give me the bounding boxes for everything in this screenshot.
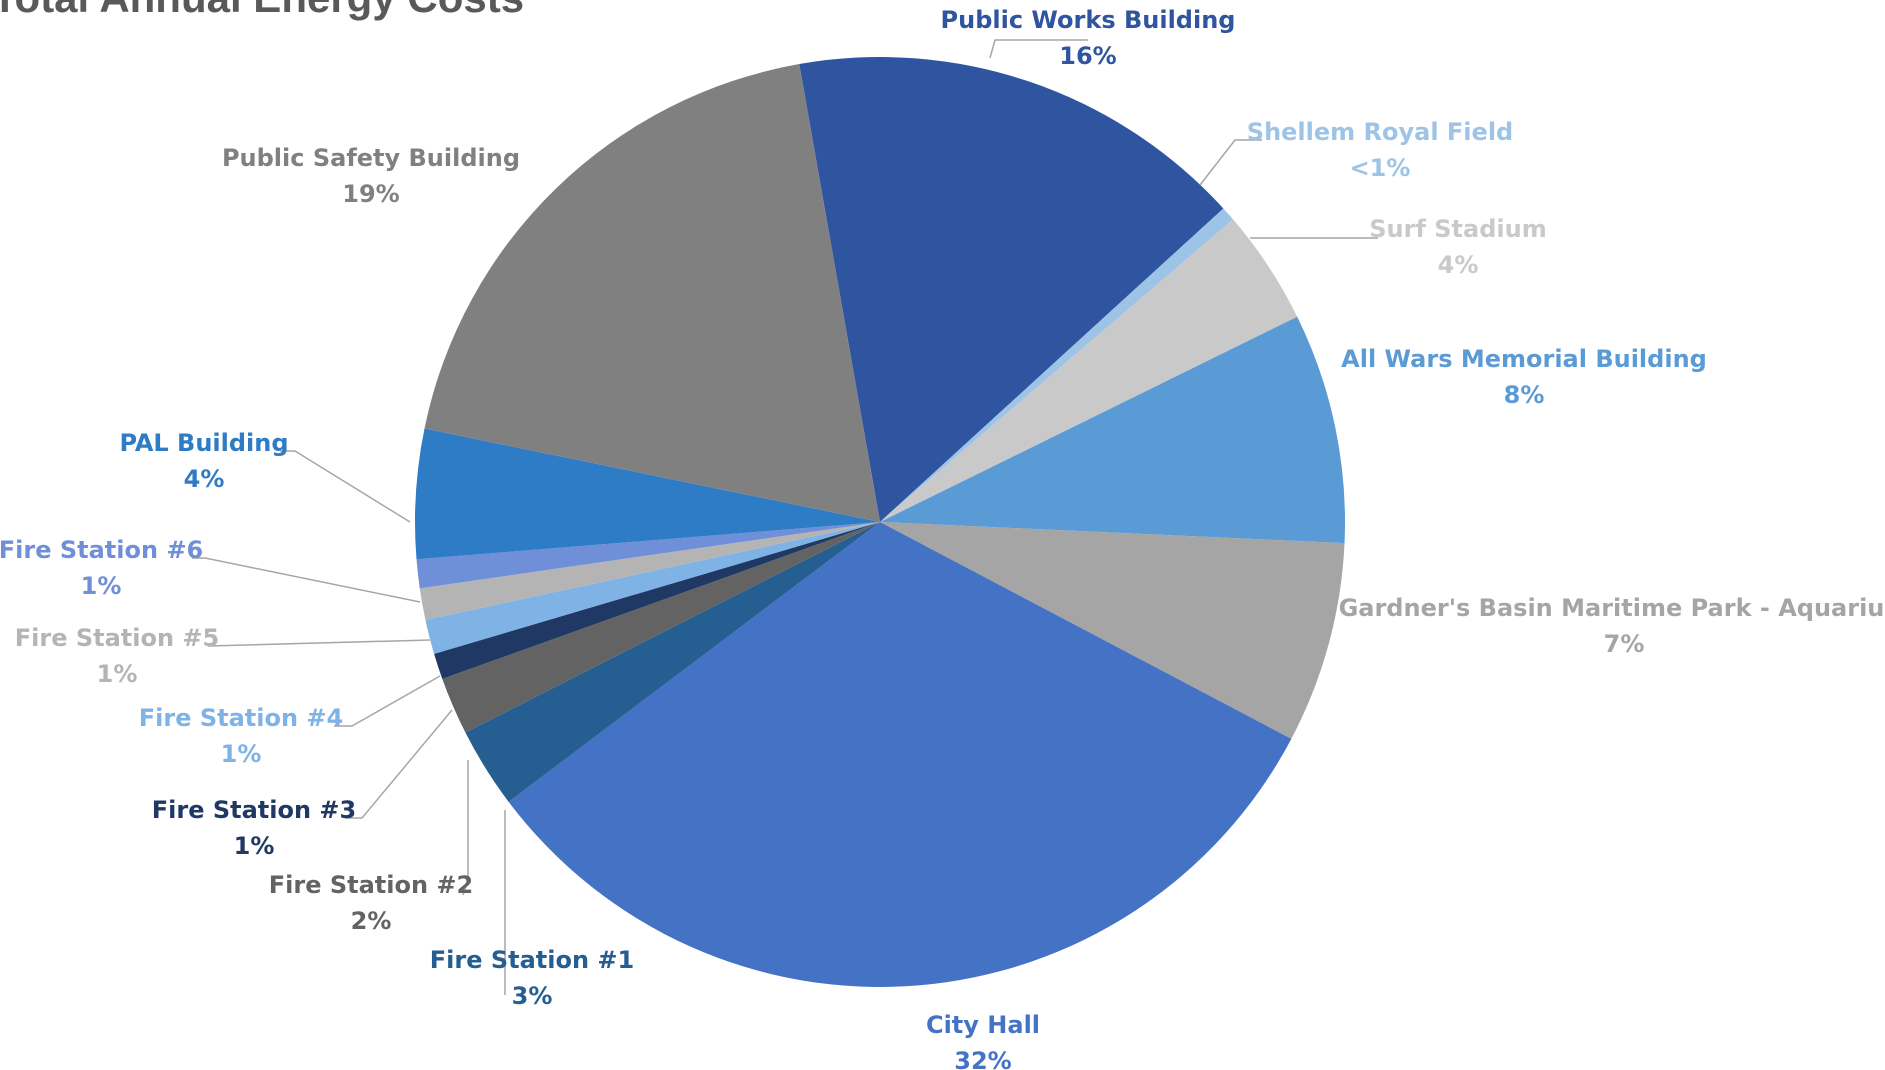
- pie-slice-fire-station-6: [416, 522, 880, 589]
- leader-line-fire-station-5: [207, 639, 431, 647]
- leader-line-public-works-building: [989, 39, 1088, 59]
- pie-slice-fire-station-5: [419, 522, 880, 620]
- slice-name-label-fire-station-6: Fire Station #6: [0, 536, 203, 564]
- slice-percent-label-public-works-building: 16%: [1059, 42, 1116, 70]
- slice-name-label-pal-building: PAL Building: [119, 429, 288, 457]
- pie-slice-pal-building: [415, 428, 880, 560]
- pie-slice-public-safety-building: [424, 64, 880, 522]
- slice-labels: Public Works Building 16% Shellem Royal Fi…: [0, 6, 1885, 1070]
- pie-slice-all-wars-memorial-building: [880, 316, 1345, 544]
- slice-percent-label-surf-stadium: 4%: [1438, 251, 1479, 279]
- pie-slices: [415, 56, 1345, 988]
- slice-percent-label-fire-station-4: 1%: [221, 740, 262, 768]
- chart-title: Total Annual Energy Costs: [0, 0, 524, 21]
- pie-slice-public-works-building: [799, 56, 1224, 523]
- slice-name-label-fire-station-5: Fire Station #5: [15, 624, 219, 652]
- slice-percent-label-shellem-royal-field: <1%: [1350, 154, 1411, 182]
- slice-percent-label-fire-station-5: 1%: [97, 660, 138, 688]
- pie-slice-fire-station-1: [465, 522, 880, 802]
- pie-slice-shellem-royal-field: [880, 208, 1234, 522]
- slice-name-label-fire-station-2: Fire Station #2: [269, 871, 473, 899]
- slice-percent-label-gardner-s-basin-maritime-park-aquarium: 7%: [1604, 630, 1645, 658]
- slice-percent-label-city-hall: 32%: [954, 1047, 1011, 1070]
- leader-line-fire-station-2: [462, 760, 469, 896]
- leader-line-fire-station-3: [345, 709, 453, 819]
- leader-line-pal-building: [280, 450, 411, 523]
- slice-percent-label-public-safety-building: 19%: [342, 180, 399, 208]
- pie-slice-gardner-s-basin-maritime-park-aquarium: [880, 522, 1345, 739]
- pie-slice-fire-station-2: [442, 522, 880, 733]
- leader-line-shellem-royal-field: [1199, 139, 1262, 186]
- slice-name-label-fire-station-1: Fire Station #1: [430, 946, 634, 974]
- slice-percent-label-all-wars-memorial-building: 8%: [1504, 381, 1545, 409]
- pie-slice-fire-station-4: [425, 522, 880, 654]
- slice-percent-label-fire-station-2: 2%: [351, 907, 392, 935]
- slice-name-label-shellem-royal-field: Shellem Royal Field: [1247, 118, 1513, 146]
- slice-name-label-surf-stadium: Surf Stadium: [1369, 215, 1546, 243]
- leader-lines: [192, 39, 1378, 995]
- slice-percent-label-fire-station-3: 1%: [234, 832, 275, 860]
- slice-percent-label-fire-station-1: 3%: [512, 982, 553, 1010]
- slice-name-label-fire-station-3: Fire Station #3: [152, 796, 356, 824]
- slice-name-label-public-works-building: Public Works Building: [941, 6, 1236, 34]
- slice-percent-label-fire-station-6: 1%: [81, 572, 122, 600]
- slice-name-label-all-wars-memorial-building: All Wars Memorial Building: [1341, 345, 1707, 373]
- leader-line-fire-station-4: [334, 675, 441, 727]
- pie-slice-fire-station-3: [434, 522, 880, 679]
- slice-name-label-fire-station-4: Fire Station #4: [139, 704, 343, 732]
- leader-line-fire-station-6: [192, 557, 421, 603]
- slice-name-label-gardner-s-basin-maritime-park-aquarium: Gardner's Basin Maritime Park - Aquarium: [1339, 594, 1885, 622]
- slice-name-label-city-hall: City Hall: [926, 1011, 1040, 1039]
- pie-slice-city-hall: [508, 522, 1292, 988]
- pie-slice-surf-stadium: [880, 219, 1298, 522]
- slice-percent-label-pal-building: 4%: [184, 465, 225, 493]
- slice-name-label-public-safety-building: Public Safety Building: [222, 144, 520, 172]
